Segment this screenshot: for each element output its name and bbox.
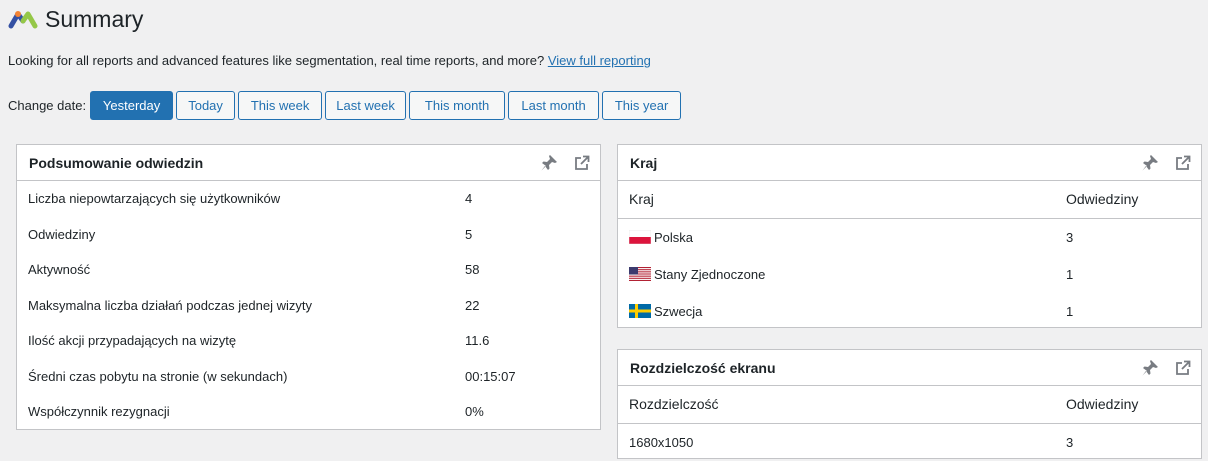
matomo-logo-icon [8,5,38,33]
metric-label: Aktywność [28,262,91,277]
date-last-month-button[interactable]: Last month [508,91,600,120]
metric-value: 5 [465,226,473,242]
table-row: Polska 3 [618,219,1201,256]
date-this-week-button[interactable]: This week [238,91,323,120]
external-link-icon[interactable] [574,155,590,171]
page-title: Summary [45,5,144,32]
visits-value: 3 [1066,230,1074,245]
usa-flag-icon [629,258,651,281]
country-name: Stany Zjednoczone [654,267,766,282]
external-link-icon[interactable] [1175,360,1191,376]
table-row: Maksymalna liczba działań podczas jednej… [17,288,600,324]
metric-value: 58 [465,262,480,277]
metric-value: 4 [465,191,473,206]
column-header-country[interactable]: Kraj [629,191,654,207]
country-cell: Polska [628,219,694,256]
view-full-reporting-link[interactable]: View full reporting [547,53,651,68]
visits-summary-header: Podsumowanie odwiedzin [17,145,600,181]
pin-icon[interactable] [1141,359,1159,377]
date-this-year-button[interactable]: This year [602,91,682,120]
change-date-label: Change date: [8,98,87,113]
resolution-name: 1680x1050 [629,435,694,450]
page-header: Summary [8,4,143,34]
table-row: 1680x1050 3 [618,424,1201,461]
card-title: Rozdzielczość ekranu [630,359,776,376]
pin-icon[interactable] [540,154,558,172]
column-header-visits[interactable]: Odwiedziny [1066,396,1139,412]
country-card: Kraj Kraj Odwiedziny Polska 3 [617,144,1202,328]
intro-text-row: Looking for all reports and advanced fea… [8,53,651,68]
table-row: Ilość akcji przypadających na wizytę 11.6 [17,323,600,359]
table-header: Rozdzielczość Odwiedziny [618,386,1201,424]
column-header-resolution[interactable]: Rozdzielczość [629,396,719,412]
country-name: Polska [654,230,694,245]
metric-value: 00:15:07 [465,368,516,384]
card-actions [1141,350,1191,386]
table-row: Szwecja 1 [618,293,1201,330]
country-cell: Szwecja [629,293,702,330]
country-cell: Stany Zjednoczone [629,256,765,293]
table-row: Odwiedziny 5 [17,217,600,253]
external-link-icon[interactable] [1175,155,1191,171]
card-title: Kraj [630,154,658,171]
metric-label: Współczynnik rezygnacji [28,404,170,419]
resolution-header: Rozdzielczość ekranu [618,350,1201,386]
visits-value: 1 [1066,304,1074,319]
table-row: Stany Zjednoczone 1 [618,256,1201,293]
metric-label: Liczba niepowtarzających się użytkownikó… [28,191,281,206]
date-last-week-button[interactable]: Last week [325,91,407,120]
metric-value: 22 [465,297,480,313]
date-filter: Change date: Yesterday Today This week L… [8,91,684,120]
card-title: Podsumowanie odwiedzin [29,154,204,171]
metric-label: Ilość akcji przypadających na wizytę [28,333,237,348]
pin-icon[interactable] [1141,154,1159,172]
intro-text: Looking for all reports and advanced fea… [8,53,545,68]
visits-summary-card: Podsumowanie odwiedzin Liczba niepowtarz… [16,144,601,430]
visits-value: 1 [1066,267,1074,282]
sweden-flag-icon [629,295,651,318]
table-row: Aktywność 58 [17,252,600,288]
table-row: Współczynnik rezygnacji 0% [17,394,600,430]
date-yesterday-button[interactable]: Yesterday [90,91,174,120]
metric-label: Średni czas pobytu na stronie (w sekunda… [28,368,288,384]
metric-label: Maksymalna liczba działań podczas jednej… [28,297,312,313]
column-header-visits[interactable]: Odwiedziny [1066,191,1139,207]
table-header: Kraj Odwiedziny [618,181,1201,219]
country-name: Szwecja [654,304,703,319]
metric-value: 11.6 [465,333,490,348]
table-row: Średni czas pobytu na stronie (w sekunda… [17,359,600,395]
visits-value: 3 [1066,435,1074,450]
poland-flag-icon [628,221,652,245]
country-header: Kraj [618,145,1201,181]
date-today-button[interactable]: Today [176,91,236,120]
date-this-month-button[interactable]: This month [409,91,506,120]
metric-value: 0% [465,404,484,419]
card-actions [1141,145,1191,181]
table-row: Liczba niepowtarzających się użytkownikó… [17,181,600,217]
card-actions [540,145,590,181]
screen-resolution-card: Rozdzielczość ekranu Rozdzielczość Odwie… [617,349,1202,459]
metric-label: Odwiedziny [28,226,96,242]
